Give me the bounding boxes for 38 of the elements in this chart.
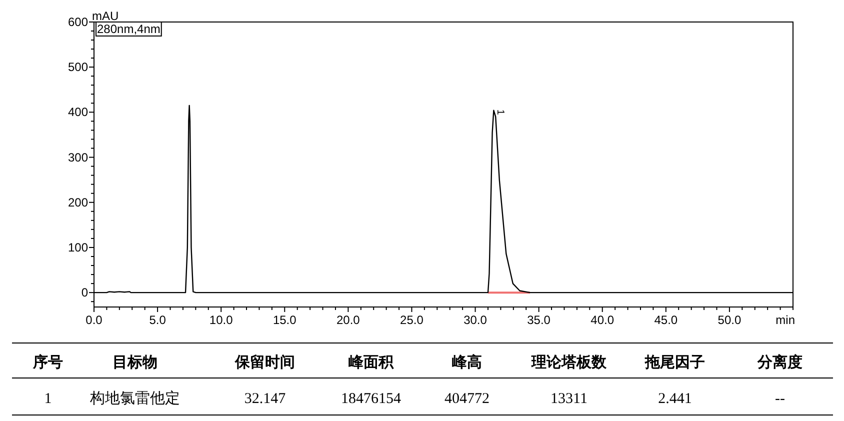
text: 峰高: [452, 353, 482, 371]
text: 1: [44, 391, 52, 407]
y-tick-label: 300: [68, 150, 88, 164]
text: 32.147: [244, 391, 286, 407]
text: 13311: [550, 391, 588, 407]
text: 2.441: [658, 391, 692, 407]
annotation: 280nm,4nm: [97, 22, 160, 36]
text: 序号: [32, 353, 63, 371]
x-tick-label: 10.0: [209, 313, 234, 327]
text: 构地氯雷他定: [89, 390, 180, 407]
y-tick-label: 0: [81, 286, 88, 300]
x-tick-label: 45.0: [654, 313, 678, 327]
y-tick-label: 100: [68, 240, 88, 254]
x-tick-label: 20.0: [336, 313, 360, 327]
y-tick-label: 200: [68, 195, 88, 210]
text: 拖尾因子: [644, 354, 705, 371]
text: --: [775, 391, 785, 407]
text: 峰面积: [348, 354, 394, 371]
x-tick-label: 5.0: [149, 313, 166, 327]
x-tick-label: 40.0: [590, 313, 614, 327]
x-tick-label: 25.0: [400, 313, 424, 327]
x-tick-label: 35.0: [527, 313, 551, 327]
x-tick-label: 15.0: [272, 313, 297, 327]
x-axis-title: min: [776, 313, 795, 327]
text: 保留时间: [234, 354, 295, 371]
x-tick-label: 0.0: [86, 313, 103, 327]
x-tick-label: 50.0: [718, 313, 742, 327]
y-tick-label: 500: [68, 60, 88, 74]
y-tick-label: 400: [68, 105, 88, 120]
x-tick-label: 30.0: [464, 313, 488, 327]
text: 目标物: [112, 354, 158, 371]
y-axis-title: mAU: [92, 9, 119, 23]
text: 分离度: [756, 353, 802, 371]
text: 404772: [444, 391, 490, 407]
y-tick-label: 600: [68, 15, 88, 29]
annotation: 1: [494, 109, 506, 116]
text: 理论塔板数: [530, 354, 608, 371]
text: 18476154: [341, 391, 402, 407]
